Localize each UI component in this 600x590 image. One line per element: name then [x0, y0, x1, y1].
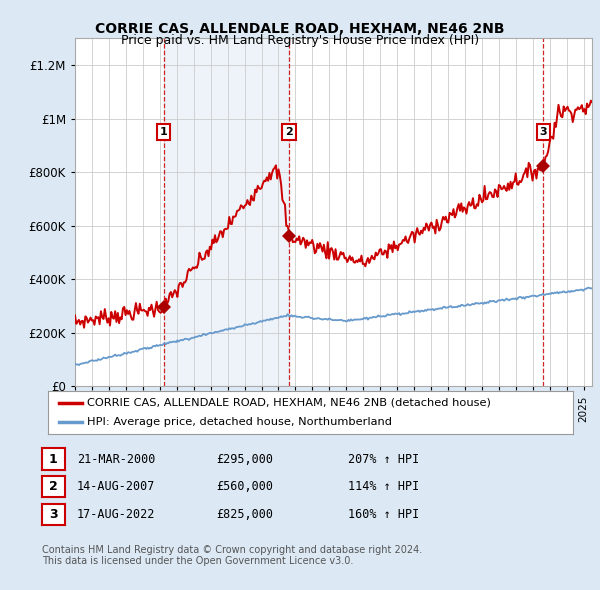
- Bar: [164, 38, 289, 386]
- Text: CORRIE CAS, ALLENDALE ROAD, HEXHAM, NE46 2NB (detached house): CORRIE CAS, ALLENDALE ROAD, HEXHAM, NE46…: [88, 398, 491, 408]
- Text: £295,000: £295,000: [216, 453, 273, 466]
- Text: 207% ↑ HPI: 207% ↑ HPI: [348, 453, 419, 466]
- Text: 1: 1: [160, 127, 167, 137]
- Text: Price paid vs. HM Land Registry's House Price Index (HPI): Price paid vs. HM Land Registry's House …: [121, 34, 479, 47]
- Text: 3: 3: [49, 508, 58, 521]
- Text: 17-AUG-2022: 17-AUG-2022: [77, 508, 155, 521]
- Text: CORRIE CAS, ALLENDALE ROAD, HEXHAM, NE46 2NB: CORRIE CAS, ALLENDALE ROAD, HEXHAM, NE46…: [95, 22, 505, 36]
- Text: £560,000: £560,000: [216, 480, 273, 493]
- Text: 2: 2: [285, 127, 293, 137]
- Text: Contains HM Land Registry data © Crown copyright and database right 2024.
This d: Contains HM Land Registry data © Crown c…: [42, 545, 422, 566]
- Text: 21-MAR-2000: 21-MAR-2000: [77, 453, 155, 466]
- Text: 1: 1: [49, 453, 58, 466]
- Text: 3: 3: [539, 127, 547, 137]
- Text: 160% ↑ HPI: 160% ↑ HPI: [348, 508, 419, 521]
- Text: 114% ↑ HPI: 114% ↑ HPI: [348, 480, 419, 493]
- Text: 14-AUG-2007: 14-AUG-2007: [77, 480, 155, 493]
- Text: £825,000: £825,000: [216, 508, 273, 521]
- Text: HPI: Average price, detached house, Northumberland: HPI: Average price, detached house, Nort…: [88, 417, 392, 427]
- Text: 2: 2: [49, 480, 58, 493]
